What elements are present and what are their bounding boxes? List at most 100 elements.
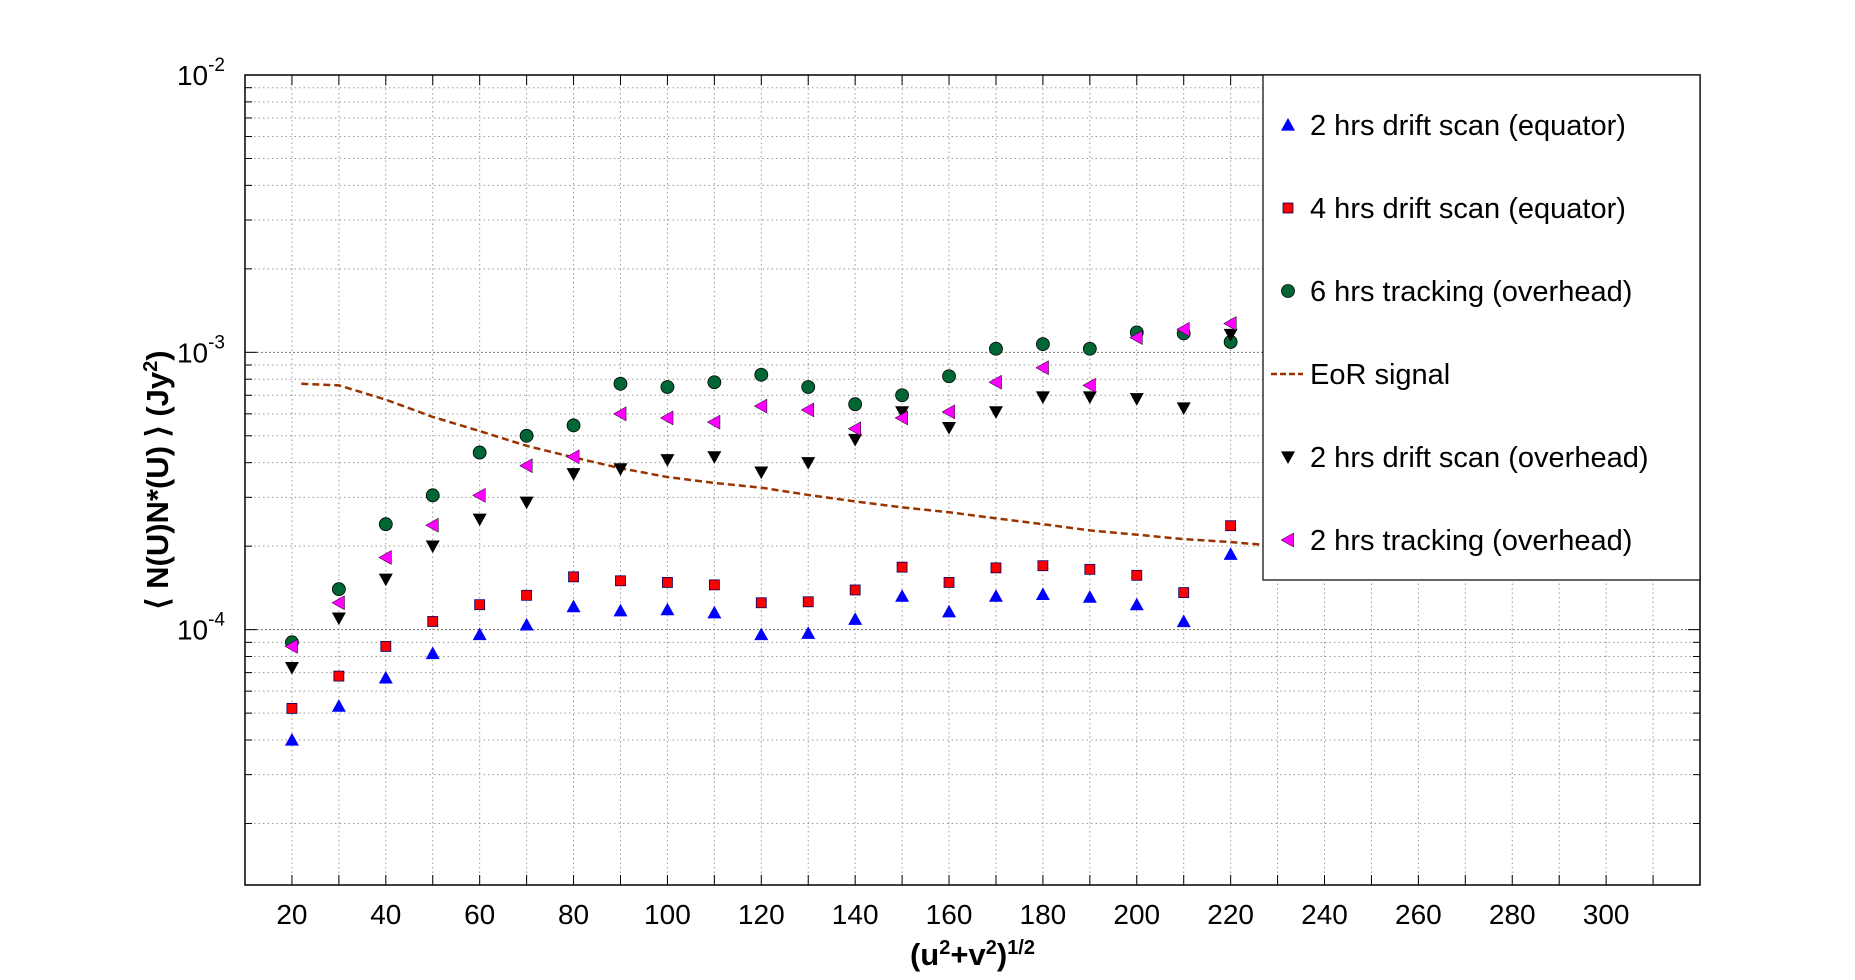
data-point	[566, 418, 581, 433]
data-point	[1223, 328, 1238, 342]
data-point	[895, 406, 910, 419]
data-point	[380, 641, 392, 652]
x-tick-labels: 20 40 60 80 100 120 140 160 180 200 220 240 260 280 30…	[276, 899, 1629, 930]
data-point	[472, 445, 487, 460]
data-point	[753, 398, 768, 414]
data-point	[801, 626, 816, 639]
legend-box	[1262, 74, 1701, 581]
data-point	[1176, 614, 1191, 628]
legend-label: 2 hrs drift scan (equator)	[1310, 110, 1626, 142]
data-point	[286, 702, 298, 714]
data-point	[990, 562, 1002, 574]
data-point	[943, 577, 955, 588]
legend-label: 2 hrs drift scan (overhead)	[1310, 442, 1648, 474]
data-point	[331, 595, 345, 611]
x-tick-label: 220	[1207, 899, 1254, 930]
data-point	[472, 627, 487, 641]
data-point	[1223, 547, 1238, 560]
x-tick-label: 20	[276, 899, 307, 930]
data-point	[472, 487, 486, 503]
data-point	[566, 599, 581, 613]
data-point	[519, 428, 534, 443]
series-layer	[284, 316, 1325, 746]
data-point	[989, 341, 1003, 356]
data-point	[1082, 377, 1096, 393]
data-point	[1084, 563, 1096, 575]
data-point	[331, 582, 346, 597]
data-point	[378, 517, 393, 532]
data-point	[284, 638, 298, 654]
series-2-hrs-drift-scan-equator	[284, 547, 1238, 746]
data-point	[615, 575, 626, 587]
legend-item: 2 hrs drift scan (equator)	[1281, 110, 1626, 142]
data-point	[519, 496, 534, 510]
data-point	[801, 380, 816, 394]
legend-item: EoR signal	[1271, 359, 1450, 391]
data-point	[427, 616, 439, 627]
x-tick-label: 120	[738, 899, 785, 930]
legend-label: 6 hrs tracking (overhead)	[1310, 276, 1632, 308]
data-point	[425, 517, 439, 533]
data-point	[706, 414, 721, 430]
legend: 2 hrs drift scan (equator) 4 hrs drift sc…	[1262, 74, 1701, 581]
y-axis-title: ⟨ N(U)N*(U) ⟩ (Jy2)	[140, 350, 175, 609]
data-point	[801, 457, 816, 470]
legend-label: 2 hrs tracking (overhead)	[1310, 525, 1632, 557]
data-point	[1129, 597, 1144, 611]
data-point	[754, 367, 769, 382]
data-point	[895, 589, 910, 602]
x-tick-label: 160	[926, 899, 973, 930]
x-axis-title: (u2+v2)1/2	[910, 937, 1035, 972]
legend-item: 2 hrs drift scan (overhead)	[1281, 442, 1648, 474]
data-point	[754, 466, 769, 480]
legend-item: 6 hrs tracking (overhead)	[1281, 276, 1632, 308]
data-point	[378, 573, 393, 587]
data-point	[378, 550, 392, 565]
data-point	[942, 422, 957, 435]
data-point	[331, 699, 346, 712]
x-tick-label: 260	[1395, 899, 1442, 930]
data-point	[425, 540, 440, 554]
data-point	[425, 646, 440, 660]
data-point	[848, 397, 863, 412]
data-point	[1037, 560, 1049, 572]
data-point	[333, 670, 345, 682]
x-tick-label: 100	[644, 899, 691, 930]
data-point	[1176, 321, 1190, 337]
data-point	[519, 458, 533, 474]
legend-marker	[1281, 118, 1295, 131]
y-tick-label: 10-2	[177, 55, 225, 91]
data-point	[754, 627, 769, 641]
data-point	[1225, 520, 1237, 532]
data-point	[847, 421, 862, 437]
data-point	[1035, 391, 1050, 405]
data-point	[660, 602, 675, 616]
series-eor-signal	[301, 382, 1325, 551]
data-point	[521, 589, 533, 601]
data-point	[378, 670, 393, 684]
legend-marker	[1282, 202, 1294, 214]
data-point	[284, 732, 299, 746]
data-point	[848, 433, 863, 447]
series-2-hrs-tracking-overhead	[284, 316, 1237, 654]
series-2-hrs-drift-scan-overhead	[284, 328, 1238, 675]
data-point	[612, 406, 627, 422]
data-point	[659, 410, 674, 426]
x-tick-label: 80	[558, 899, 589, 930]
x-tick-label: 140	[832, 899, 879, 930]
data-point	[1223, 316, 1237, 331]
data-point	[708, 579, 720, 591]
data-point	[707, 375, 722, 390]
data-point	[568, 571, 579, 583]
data-point	[566, 449, 580, 465]
legend-item: 4 hrs drift scan (equator)	[1282, 193, 1626, 225]
data-point	[660, 380, 675, 394]
data-point	[1178, 587, 1190, 599]
data-point	[942, 604, 957, 618]
data-point	[1036, 337, 1050, 352]
data-point	[1082, 391, 1097, 405]
x-tick-label: 60	[464, 899, 495, 930]
data-point	[1129, 393, 1144, 406]
data-point	[1082, 341, 1097, 356]
data-point	[660, 454, 675, 467]
